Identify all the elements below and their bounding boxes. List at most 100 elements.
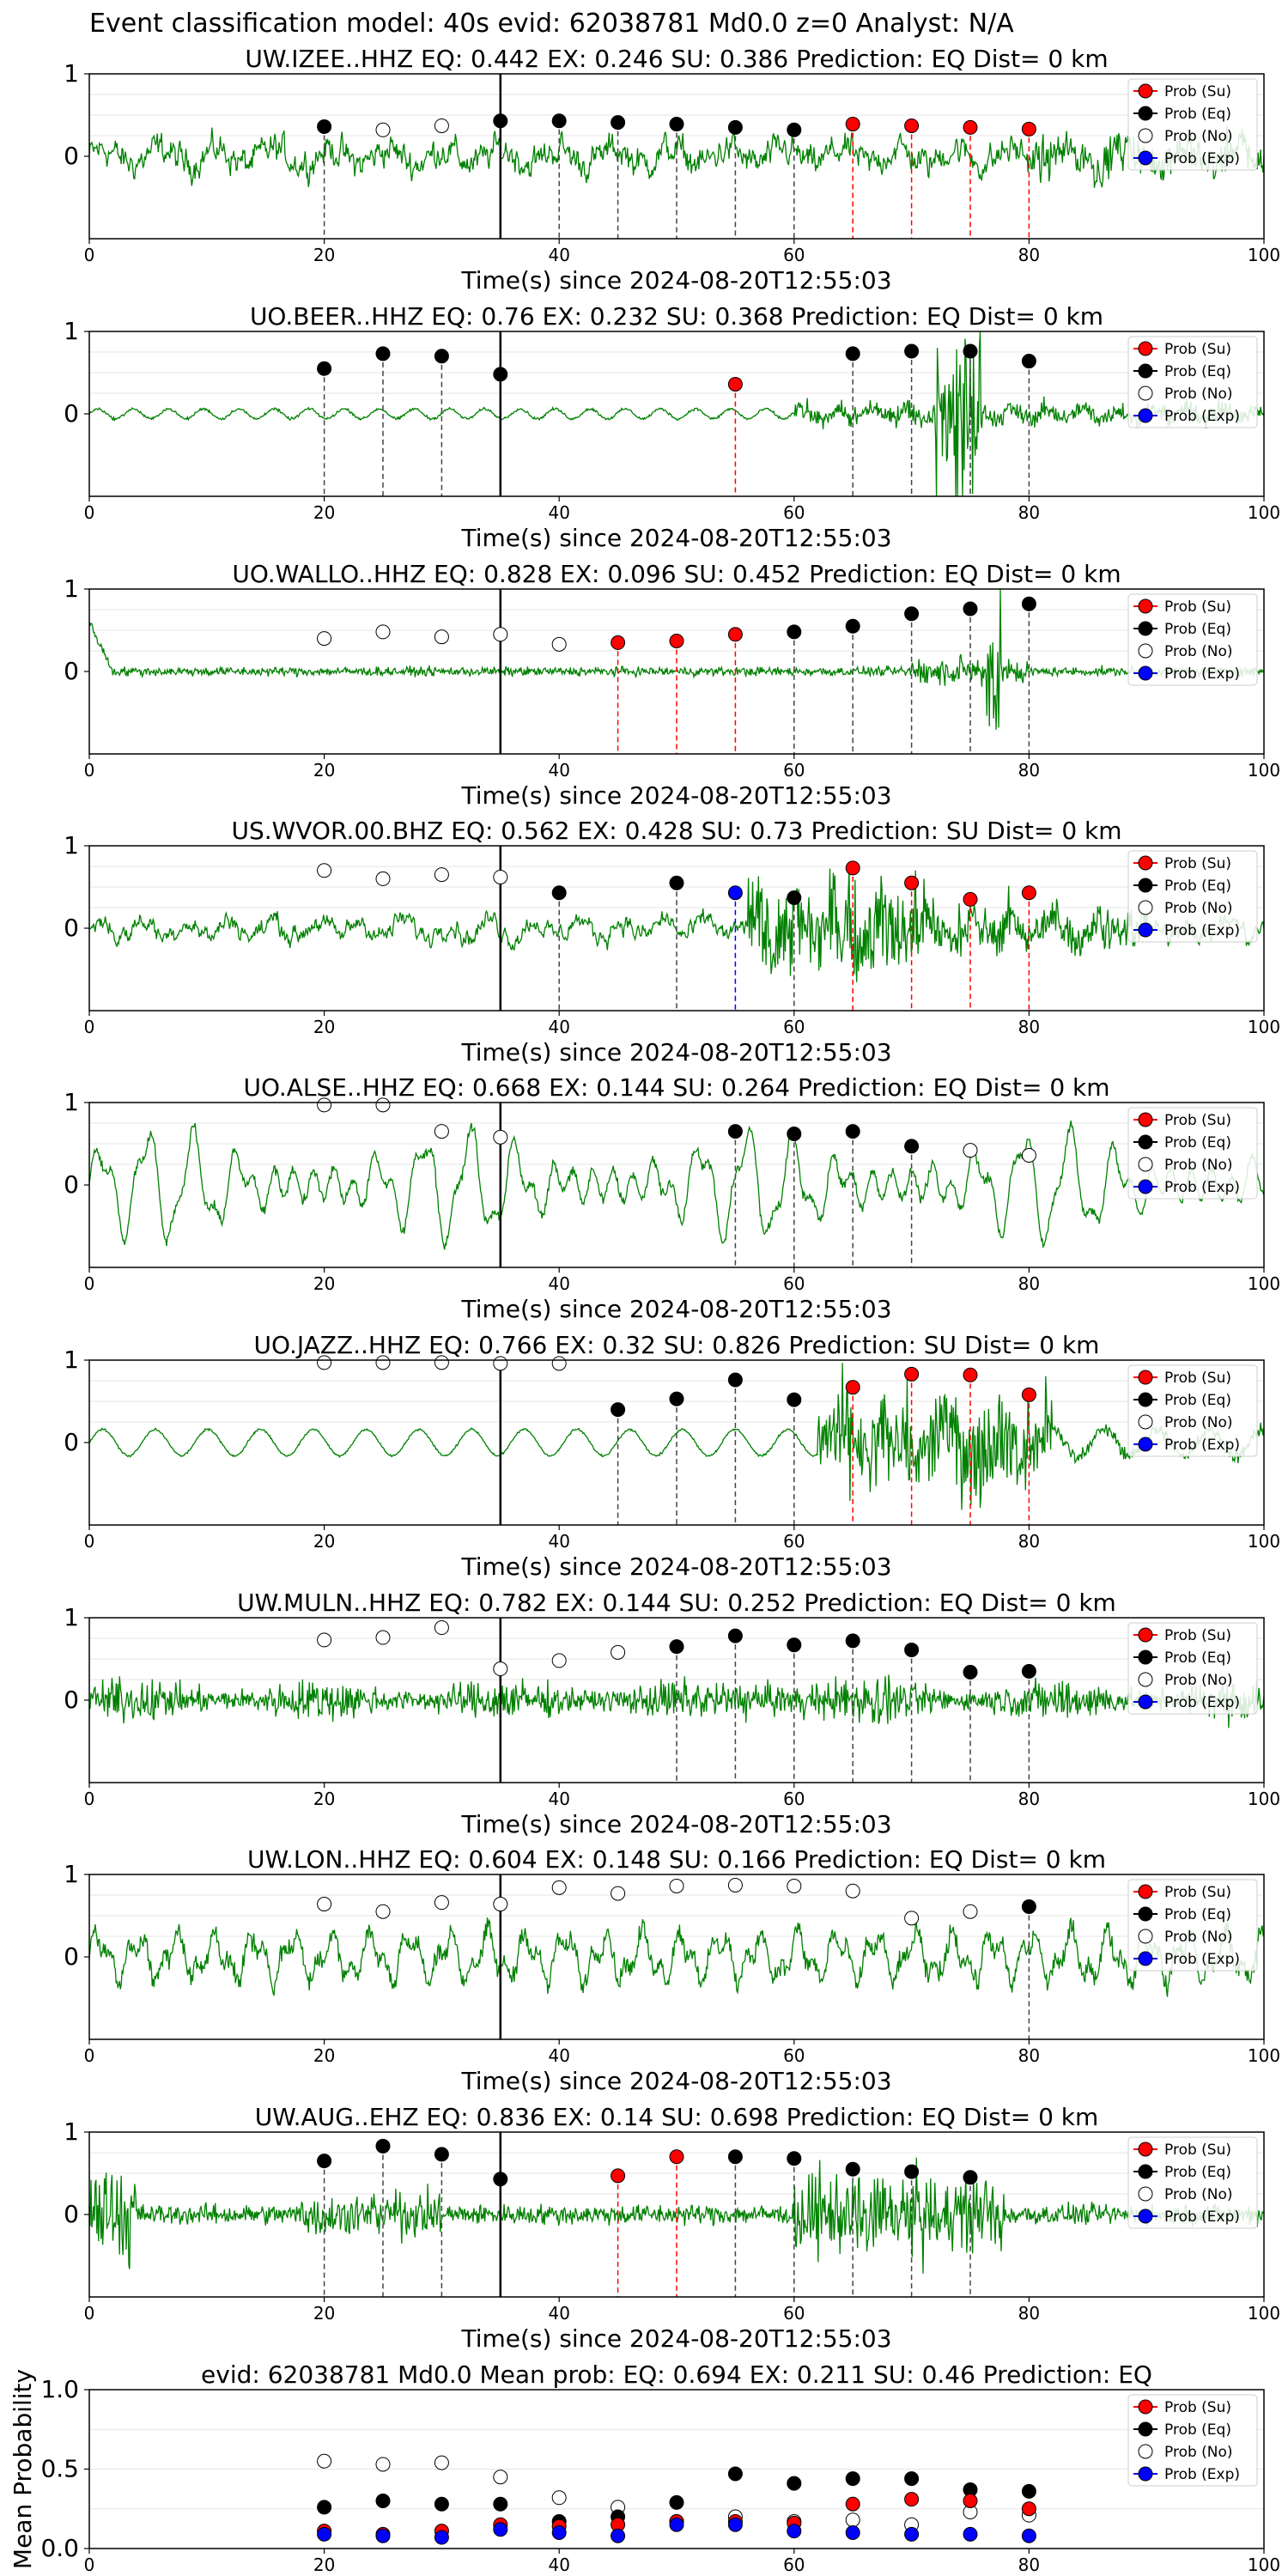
prob-marker-eq	[375, 2138, 391, 2154]
x-tick-label: 80	[1018, 502, 1040, 523]
x-tick-label: 40	[548, 1017, 569, 1037]
legend-label-no: Prob (No)	[1164, 1414, 1233, 1431]
legend-marker-eq	[1138, 2421, 1153, 2437]
x-tick-label: 100	[1248, 1531, 1280, 1552]
waveform-line	[88, 1363, 1265, 1510]
prob-marker-eq	[904, 1139, 920, 1154]
x-tick-label: 80	[1018, 2303, 1040, 2324]
legend-marker-no	[1138, 900, 1153, 915]
x-tick-label: 100	[1248, 760, 1280, 781]
prob-marker-su	[669, 2149, 684, 2165]
x-tick-label: 0	[84, 502, 95, 523]
y-tick-label: 1	[64, 1860, 79, 1888]
legend-marker-eq	[1138, 621, 1153, 636]
mean-marker-no	[551, 2490, 567, 2506]
x-tick-label: 80	[1018, 1789, 1040, 1809]
panel-9: UW.AUG..EHZ EQ: 0.836 EX: 0.14 SU: 0.698…	[64, 2103, 1280, 2353]
prob-marker-no	[551, 1880, 567, 1895]
y-tick-label: 1	[64, 1088, 79, 1116]
legend-label-eq: Prob (Eq)	[1164, 621, 1231, 638]
prob-marker-eq	[669, 1391, 684, 1406]
prob-marker-su	[904, 118, 920, 133]
prob-marker-eq	[787, 1392, 802, 1407]
prob-marker-su	[1021, 1387, 1036, 1402]
prob-marker-no	[1021, 1147, 1036, 1163]
x-tick-label: 40	[548, 2045, 569, 2066]
x-tick-label: 0	[84, 760, 95, 781]
legend-marker-exp	[1138, 150, 1153, 166]
x-tick-label: 20	[313, 502, 335, 523]
legend: Prob (Su) Prob (Eq) Prob (No) Prob (Exp)	[1127, 78, 1258, 171]
x-tick-label: 0	[84, 2045, 95, 2066]
prob-marker-eq	[787, 1126, 802, 1141]
prob-marker-no	[434, 1124, 449, 1139]
y-tick-label: 1	[64, 59, 79, 88]
legend-label-eq: Prob (Eq)	[1164, 1392, 1231, 1409]
waveform-line	[88, 331, 1265, 497]
prob-marker-eq	[727, 1124, 743, 1139]
legend-marker-exp	[1138, 2466, 1153, 2482]
legend-marker-eq	[1138, 106, 1153, 121]
legend: Prob (Su) Prob (Eq) Prob (No) Prob (Exp)	[1127, 1364, 1258, 1457]
legend: Prob (Su) Prob (Eq) Prob (No) Prob (Exp)	[1127, 593, 1258, 686]
prob-marker-su	[611, 2168, 626, 2184]
legend-label-no: Prob (No)	[1164, 128, 1233, 145]
panel-1: UW.IZEE..HHZ EQ: 0.442 EX: 0.246 SU: 0.3…	[64, 45, 1280, 295]
legend: Prob (Su) Prob (Eq) Prob (No) Prob (Exp)	[1127, 1879, 1258, 1971]
x-axis-label: Time(s) since 2024-08-20T12:55:03	[460, 1810, 891, 1838]
axes-frame	[88, 1102, 1265, 1268]
x-axis-label: Time(s) since 2024-08-20T12:55:03	[460, 1552, 891, 1581]
legend-frame	[1127, 336, 1258, 428]
x-tick-label: 0	[84, 1789, 95, 1809]
x-tick-label: 80	[1018, 2045, 1040, 2066]
prob-marker-no	[375, 1904, 391, 1919]
x-tick-label: 100	[1248, 502, 1280, 523]
prob-marker-eq	[963, 601, 978, 617]
y-tick-label: 1	[64, 1346, 79, 1374]
prob-marker-no	[375, 1630, 391, 1645]
x-tick-label: 0	[84, 2303, 95, 2324]
prob-marker-no	[375, 624, 391, 640]
prob-marker-eq	[845, 1633, 860, 1649]
x-tick-label: 40	[548, 2303, 569, 2324]
mean-marker-no	[845, 2512, 860, 2528]
mean-marker-eq	[787, 2476, 802, 2491]
legend-label-su: Prob (Su)	[1164, 83, 1231, 100]
legend: Prob (Su) Prob (Eq) Prob (No) Prob (Exp)	[1127, 2136, 1258, 2229]
mean-marker-exp	[963, 2526, 978, 2542]
x-tick-label: 100	[1248, 1789, 1280, 1809]
prob-marker-eq	[904, 2164, 920, 2179]
x-tick-label: 100	[1248, 1017, 1280, 1037]
x-tick-label: 20	[313, 1531, 335, 1552]
legend-label-exp: Prob (Exp)	[1164, 2208, 1240, 2226]
mean-marker-no	[434, 2455, 449, 2470]
prob-marker-eq	[317, 118, 332, 134]
prob-marker-su	[1021, 885, 1036, 901]
legend-label-no: Prob (No)	[1164, 2186, 1233, 2203]
legend-frame	[1127, 850, 1258, 943]
x-axis-label: Time(s) since 2024-08-20T12:55:03	[460, 524, 891, 552]
y-tick-label: 1	[64, 574, 79, 603]
prob-marker-no	[611, 1644, 626, 1660]
x-tick-label: 60	[783, 2303, 805, 2324]
prob-marker-eq	[551, 885, 567, 901]
prob-marker-eq	[727, 119, 743, 135]
x-tick-label: 20	[313, 1789, 335, 1809]
x-axis-label: Time(s) since 2024-08-20T12:55:03	[460, 1295, 891, 1323]
legend-label-su: Prob (Su)	[1164, 598, 1231, 616]
prob-marker-no	[375, 871, 391, 886]
mean-marker-eq	[317, 2500, 332, 2515]
x-tick-label: 40	[548, 1789, 569, 1809]
panel-8: UW.LON..HHZ EQ: 0.604 EX: 0.148 SU: 0.16…	[64, 1845, 1280, 2095]
legend-label-eq: Prob (Eq)	[1164, 2164, 1231, 2181]
legend-label-exp: Prob (Exp)	[1164, 1694, 1240, 1711]
x-tick-label: 100	[1248, 2045, 1280, 2066]
prob-marker-su	[845, 1380, 860, 1395]
legend-label-no: Prob (No)	[1164, 643, 1233, 660]
mean-marker-exp	[787, 2524, 802, 2539]
y-tick-label: 0.5	[40, 2455, 79, 2483]
x-tick-label: 0	[84, 1531, 95, 1552]
mean-marker-su	[845, 2496, 860, 2512]
mean-marker-exp	[669, 2517, 684, 2532]
prob-marker-no	[434, 867, 449, 883]
